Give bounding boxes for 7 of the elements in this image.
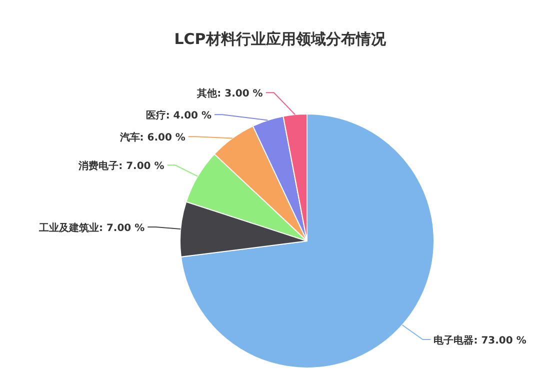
- slice-label: 工业及建筑业: 7.00 %: [38, 222, 145, 234]
- slice-label: 其他: 3.00 %: [196, 88, 263, 100]
- slice-label: 电子电器: 73.00 %: [434, 334, 526, 347]
- slice-label: 消费电子: 7.00 %: [78, 160, 164, 172]
- chart-title: LCP材料行业应用领域分布情况: [174, 30, 387, 48]
- slice-label: 医疗: 4.00 %: [146, 110, 212, 122]
- slice-label: 汽车: 6.00 %: [118, 132, 186, 144]
